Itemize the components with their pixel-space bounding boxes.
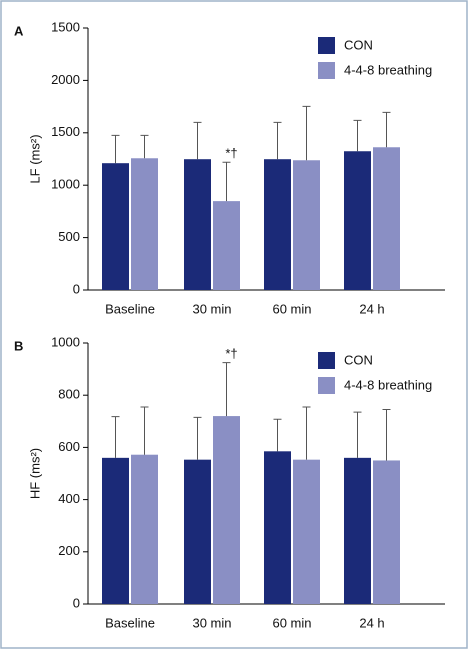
y-tick-label: 0: [73, 595, 80, 610]
error-bar: [140, 406, 149, 455]
x-tick-label: Baseline: [105, 615, 155, 630]
y-tick-label: 0: [73, 281, 80, 296]
y-tick-label: 1000: [51, 177, 80, 192]
error-bar: [140, 134, 149, 159]
error-bar: [193, 121, 202, 160]
legend-label: 4-4-8 breathing: [344, 377, 432, 392]
bar: [131, 454, 158, 604]
panel-label: B: [14, 338, 23, 353]
y-tick-label: 1000: [51, 334, 80, 349]
legend-label: CON: [344, 352, 373, 367]
legend-label: CON: [344, 37, 373, 52]
y-tick-label: 1500: [51, 124, 80, 139]
error-bar: [302, 406, 311, 460]
bar: [102, 457, 129, 604]
bar: [344, 457, 371, 604]
bar: [213, 201, 240, 290]
x-tick-label: Baseline: [105, 301, 155, 316]
y-tick-label: 800: [58, 387, 80, 402]
bar: [264, 451, 291, 604]
bar: [184, 459, 211, 604]
error-bar: [111, 416, 120, 458]
error-bar: [222, 161, 231, 202]
legend-swatch: [318, 352, 335, 369]
y-axis-label: HF (ms²): [27, 448, 42, 499]
y-tick-label: 200: [58, 543, 80, 558]
y-tick-label: 600: [58, 439, 80, 454]
annotation: *†: [225, 146, 237, 161]
x-tick-label: 24 h: [359, 615, 384, 630]
error-bar: [111, 134, 120, 164]
x-tick-label: 30 min: [192, 301, 231, 316]
x-tick-label: 30 min: [192, 615, 231, 630]
legend-swatch: [318, 37, 335, 54]
bar: [373, 460, 400, 604]
error-bar: [382, 409, 391, 461]
legend-swatch: [318, 62, 335, 79]
y-tick-label: 2000: [51, 72, 80, 87]
error-bar: [273, 418, 282, 452]
error-bar: [273, 121, 282, 160]
error-bar: [382, 111, 391, 148]
panel-label: A: [14, 23, 24, 38]
x-tick-label: 60 min: [272, 615, 311, 630]
annotation: *†: [225, 346, 237, 361]
bar: [184, 159, 211, 290]
y-axis-label: LF (ms²): [27, 134, 42, 183]
bar: [131, 158, 158, 290]
legend-label: 4-4-8 breathing: [344, 62, 432, 77]
x-tick-label: 24 h: [359, 301, 384, 316]
error-bar: [222, 362, 231, 417]
error-bar: [353, 119, 362, 152]
bar: [102, 163, 129, 290]
y-tick-label: 1500: [51, 19, 80, 34]
bar: [293, 160, 320, 290]
error-bar: [302, 105, 311, 161]
y-tick-label: 500: [58, 229, 80, 244]
y-tick-label: 400: [58, 491, 80, 506]
error-bar: [193, 416, 202, 460]
bar: [213, 416, 240, 604]
bar: [373, 147, 400, 290]
error-bar: [353, 411, 362, 458]
bar: [264, 159, 291, 290]
x-tick-label: 60 min: [272, 301, 311, 316]
bar: [293, 459, 320, 604]
bar: [344, 151, 371, 290]
legend-swatch: [318, 377, 335, 394]
